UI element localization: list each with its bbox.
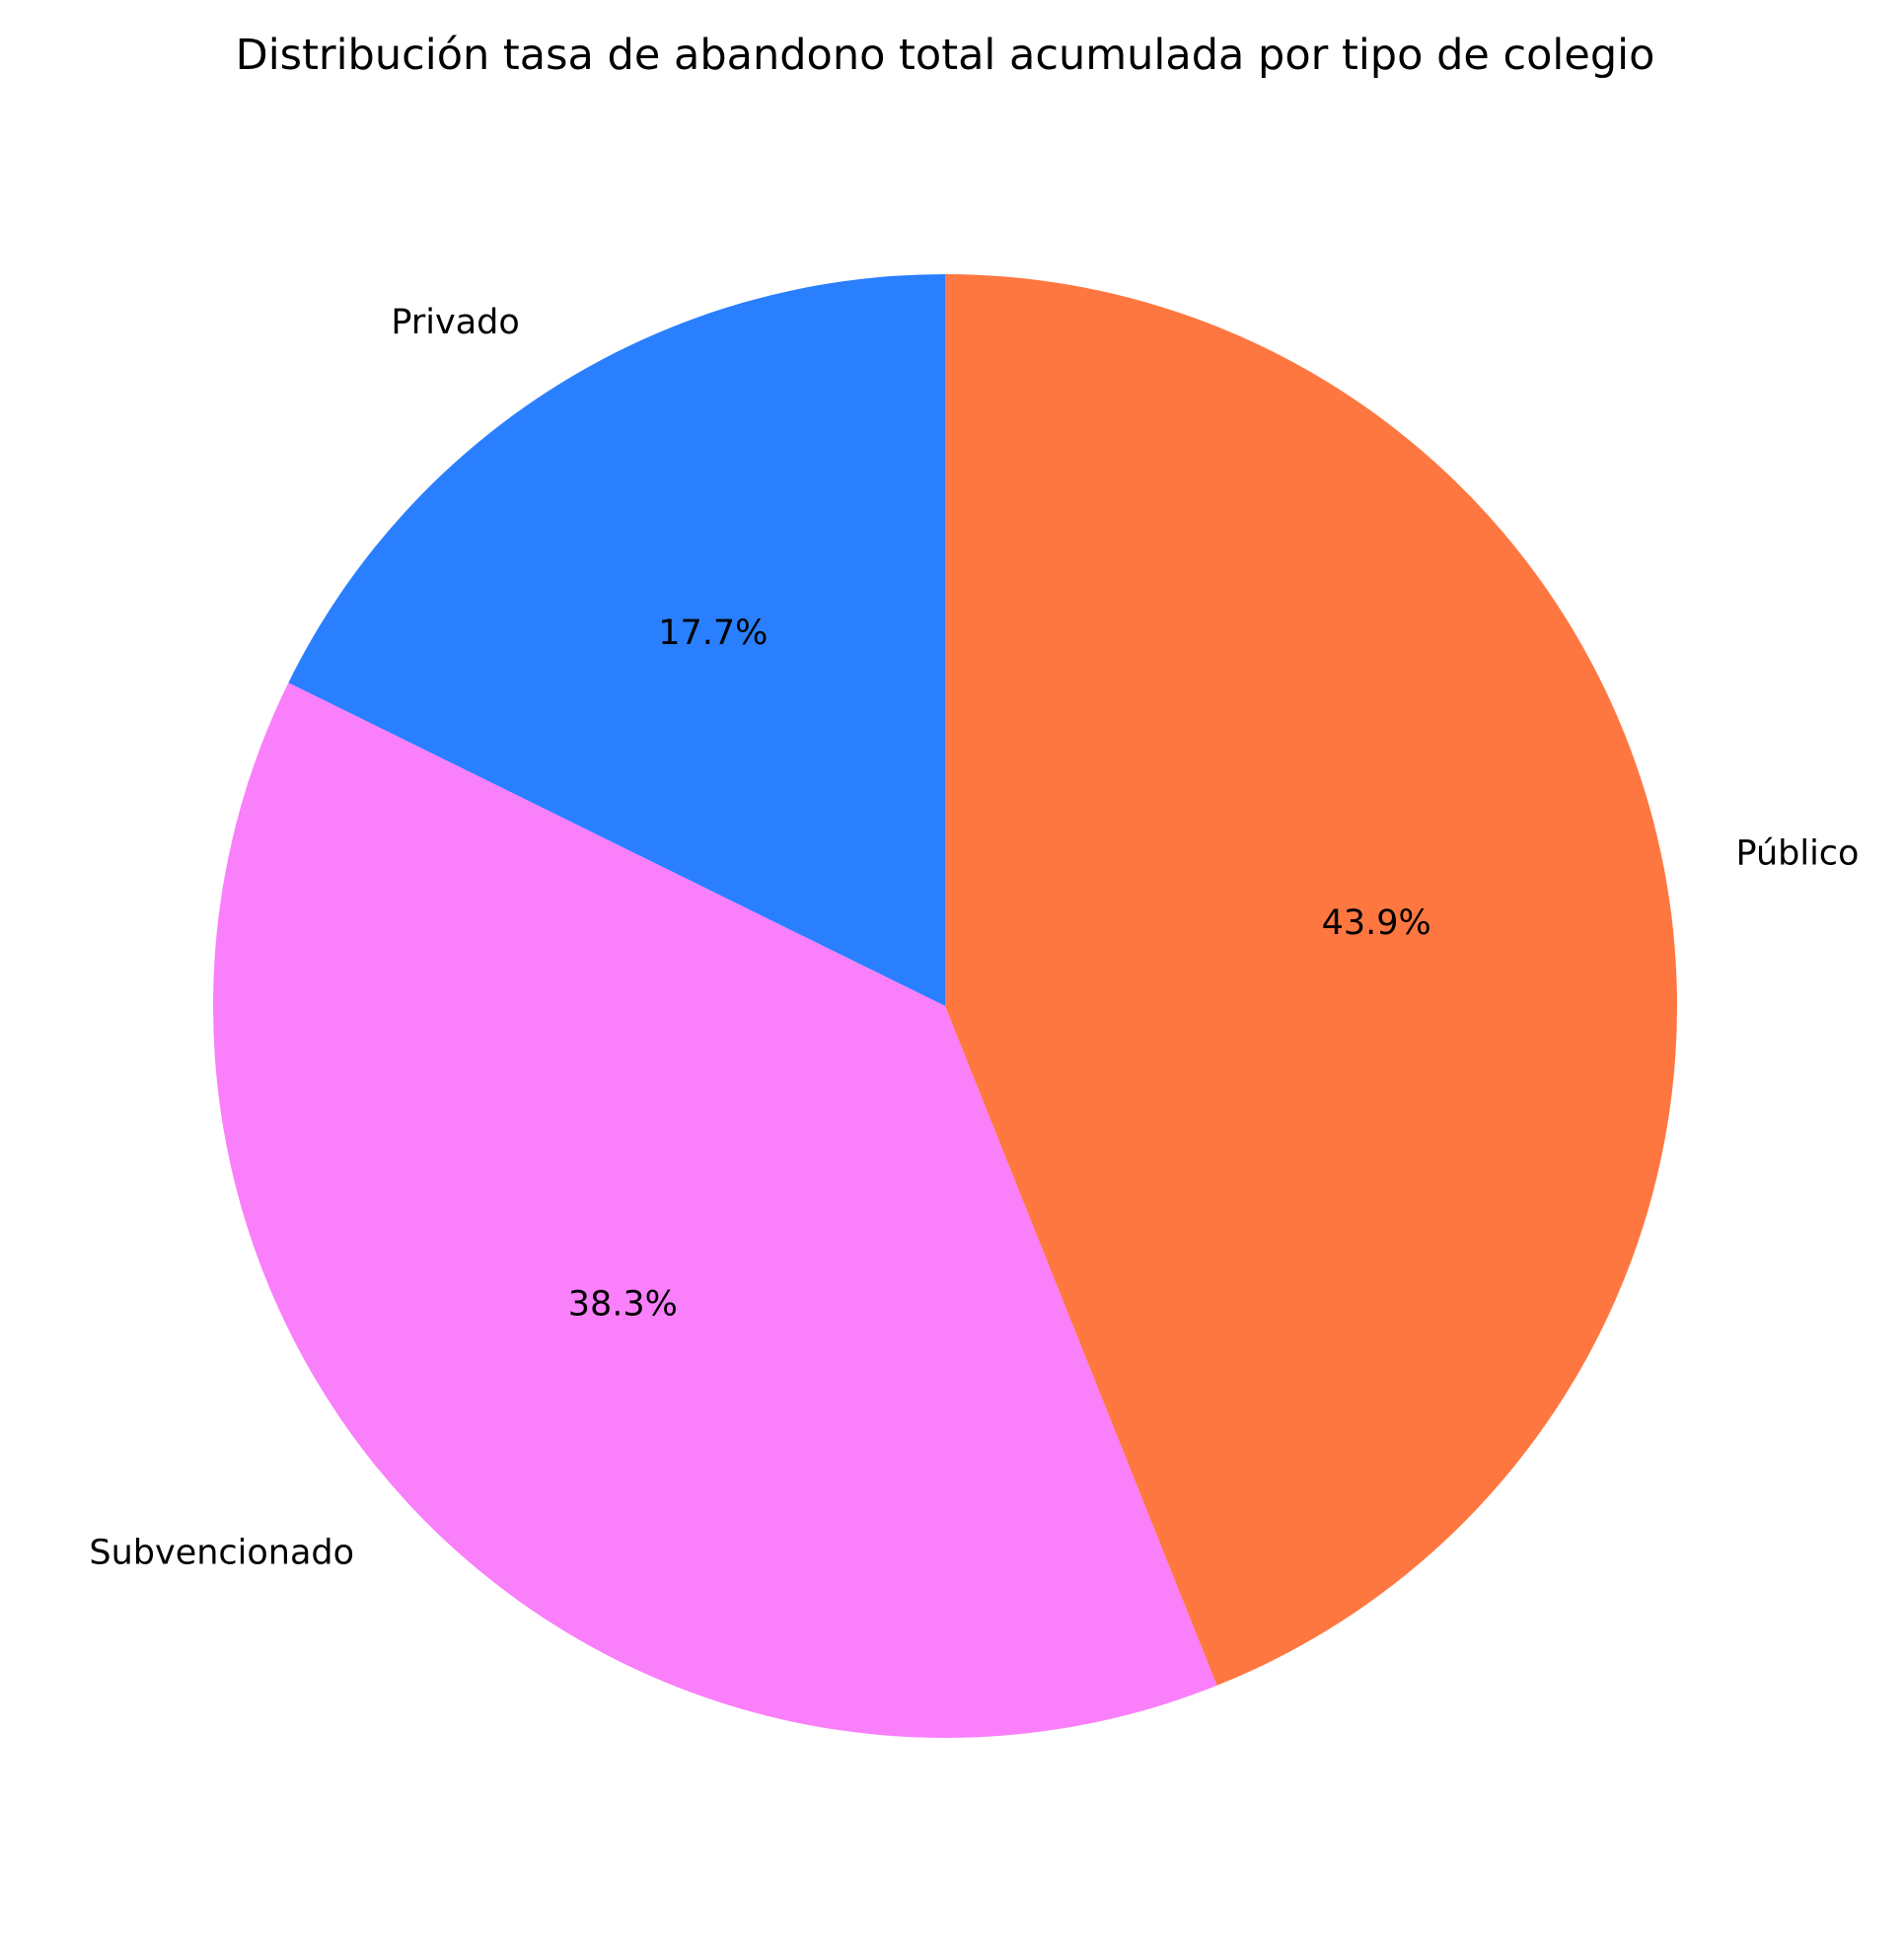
slice-percent-label: 17.7% [658,613,768,653]
chart-title: Distribución tasa de abandono total acum… [236,31,1655,80]
slice-label: Privado [391,303,519,342]
slice-percent-label: 38.3% [568,1284,678,1324]
slice-percent-label: 43.9% [1322,903,1431,943]
pie-slice-publico [945,274,1677,1686]
pie-slice-subvencionado [212,683,1217,1739]
slice-label: Subvencionado [89,1533,354,1572]
pie-labels: Privado 17.7% Subvencionado 38.3% Público 43.… [89,303,1859,1572]
slice-label: Público [1735,834,1859,874]
pie-slice-privado [288,274,945,1006]
pie-slices [212,274,1677,1739]
